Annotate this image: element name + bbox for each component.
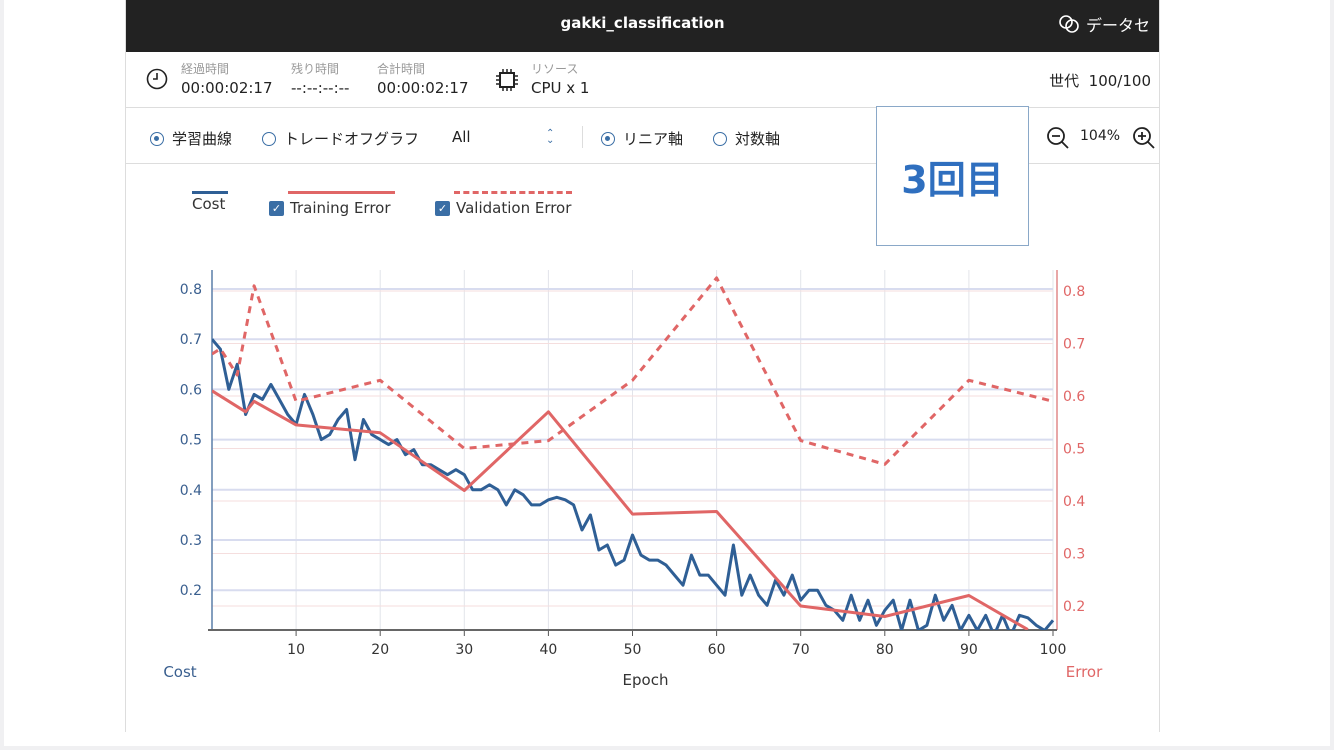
app-window: gakki_classification データセ 経過時間 00:00:02:1… — [125, 0, 1160, 732]
radio-linear-axis[interactable]: リニア軸 — [601, 128, 683, 149]
link-icon — [1059, 15, 1079, 33]
generation-value: 100/100 — [1088, 72, 1151, 90]
resource: リソース CPU x 1 — [531, 60, 589, 97]
legend-cost-label: Cost — [192, 195, 226, 213]
cpu-icon — [496, 69, 518, 91]
x-tick-label: 90 — [960, 642, 978, 658]
y-tick-label-right: 0.4 — [1063, 494, 1085, 510]
clock-icon — [146, 68, 168, 90]
x-tick-label: 100 — [1040, 642, 1067, 658]
run-count-badge: 3回目 — [876, 106, 1029, 246]
resource-value: CPU x 1 — [531, 79, 590, 97]
resource-label: リソース — [531, 62, 579, 76]
x-axis-label: Epoch — [623, 671, 669, 689]
x-tick-label: 10 — [287, 642, 305, 658]
x-tick-label: 40 — [539, 642, 557, 658]
y-tick-label-left: 0.8 — [180, 282, 202, 298]
zoom-level: 104% — [1080, 128, 1121, 144]
cost-swatch — [192, 191, 228, 194]
remaining-value: --:--:--:-- — [291, 79, 350, 97]
legend-validation-error[interactable]: ✓ Validation Error — [435, 191, 572, 217]
elapsed-time: 経過時間 00:00:02:17 — [181, 60, 273, 97]
tradeoff-label: トレードオフグラフ — [284, 130, 420, 148]
y-tick-label-right: 0.3 — [1063, 547, 1085, 563]
divider — [582, 126, 583, 148]
linear-label: リニア軸 — [623, 130, 684, 148]
y-axis-label-left: Cost — [163, 663, 196, 681]
y-tick-label-left: 0.7 — [180, 332, 202, 348]
total-value: 00:00:02:17 — [377, 79, 469, 97]
series-training-error — [212, 389, 1029, 630]
radio-log-axis[interactable]: 対数軸 — [713, 128, 780, 149]
generation: 世代 100/100 — [1049, 70, 1151, 91]
total-label: 合計時間 — [377, 62, 426, 76]
radio-unselected-icon — [262, 131, 276, 146]
elapsed-value: 00:00:02:17 — [181, 79, 273, 97]
radio-selected-icon — [601, 131, 615, 146]
remaining-label: 残り時間 — [291, 62, 340, 76]
graph-toolbar: 学習曲線 トレードオフグラフ All ⌃ ⌄ リニア軸 対数軸 104% — [126, 108, 1159, 164]
legend-training-label: Training Error — [290, 199, 391, 217]
generation-label: 世代 — [1049, 72, 1080, 90]
y-tick-label-left: 0.6 — [180, 382, 202, 398]
y-tick-label-left: 0.5 — [180, 433, 202, 449]
series-select-value: All — [452, 128, 471, 146]
x-tick-label: 20 — [371, 642, 389, 658]
dataset-button[interactable]: データセ — [1058, 12, 1150, 36]
learning-curve-chart: 10 20 30 40 50 60 70 80 90 100 0.2 0.3 0.4 0.5 0.6 0.7 0… — [163, 270, 1103, 689]
x-tick-label: 80 — [876, 642, 894, 658]
radio-tradeoff-graph[interactable]: トレードオフグラフ — [262, 128, 419, 149]
x-tick-label: 60 — [708, 642, 726, 658]
zoom-in-icon[interactable] — [1132, 126, 1156, 150]
zoom-out-icon[interactable] — [1046, 126, 1070, 150]
training-swatch — [288, 191, 395, 194]
radio-selected-icon — [150, 131, 164, 146]
select-updown-icon: ⌃ ⌄ — [546, 128, 555, 146]
series-select[interactable]: All ⌃ ⌄ — [452, 128, 562, 146]
x-tick-label: 30 — [455, 642, 473, 658]
y-tick-label-right: 0.8 — [1063, 284, 1085, 300]
y-axis-label-right: Error — [1066, 663, 1103, 681]
window-title: gakki_classification — [560, 14, 725, 32]
y-tick-label-left: 0.3 — [180, 533, 202, 549]
dataset-label: データセ — [1086, 16, 1151, 35]
y-tick-label-right: 0.2 — [1063, 599, 1085, 615]
validation-swatch — [454, 191, 572, 194]
legend-validation-label: Validation Error — [456, 199, 572, 217]
series-validation-error — [212, 276, 1054, 466]
log-label: 対数軸 — [735, 130, 781, 148]
total-time: 合計時間 00:00:02:17 — [377, 60, 469, 97]
elapsed-label: 経過時間 — [181, 62, 230, 76]
y-tick-label-left: 0.4 — [180, 483, 202, 499]
checkbox-checked-icon[interactable]: ✓ — [269, 200, 284, 216]
radio-learning-curve[interactable]: 学習曲線 — [150, 128, 232, 149]
x-tick-label: 50 — [624, 642, 642, 658]
status-bar: 経過時間 00:00:02:17 残り時間 --:--:--:-- 合計時間 00:0… — [126, 52, 1159, 108]
checkbox-checked-icon[interactable]: ✓ — [435, 200, 450, 216]
legend-cost: Cost — [192, 191, 228, 213]
y-tick-label-right: 0.5 — [1063, 442, 1085, 458]
y-tick-label-left: 0.2 — [180, 583, 202, 599]
learning-curve-label: 学習曲線 — [172, 130, 233, 148]
remaining-time: 残り時間 --:--:--:-- — [291, 60, 349, 97]
y-tick-label-right: 0.7 — [1063, 337, 1085, 353]
x-tick-label: 70 — [792, 642, 810, 658]
legend-training-error[interactable]: ✓ Training Error — [269, 191, 395, 217]
radio-unselected-icon — [713, 131, 727, 146]
title-bar: gakki_classification データセ — [126, 0, 1159, 52]
y-tick-label-right: 0.6 — [1063, 389, 1085, 405]
